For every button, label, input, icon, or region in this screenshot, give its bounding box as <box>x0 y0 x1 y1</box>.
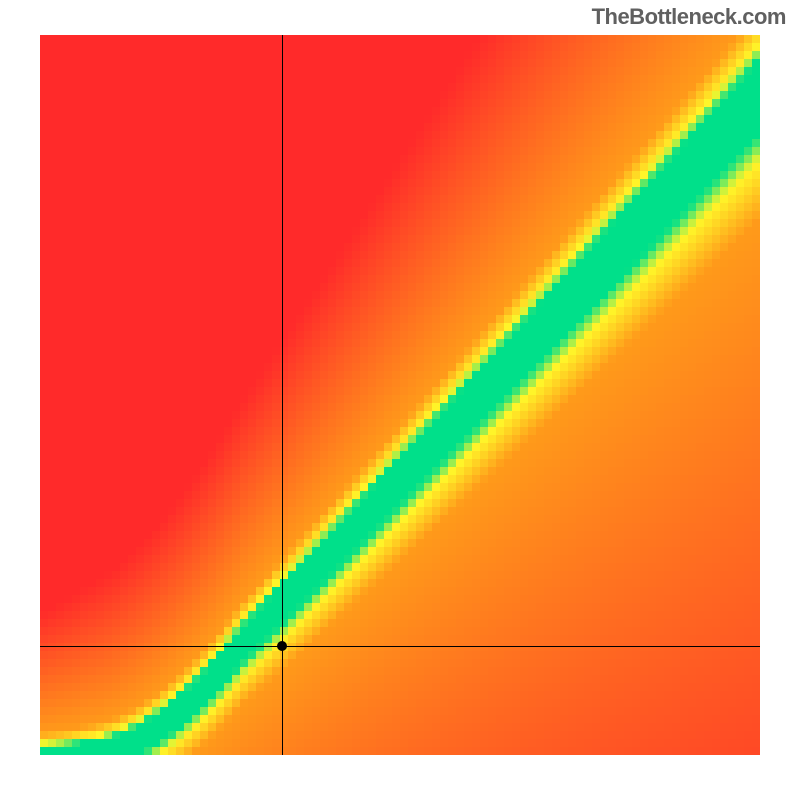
attribution-text: TheBottleneck.com <box>592 4 786 30</box>
crosshair-horizontal <box>40 646 760 647</box>
heatmap-canvas <box>40 35 760 755</box>
crosshair-marker <box>277 641 287 651</box>
plot-area <box>40 35 760 755</box>
chart-container: TheBottleneck.com <box>0 0 800 800</box>
